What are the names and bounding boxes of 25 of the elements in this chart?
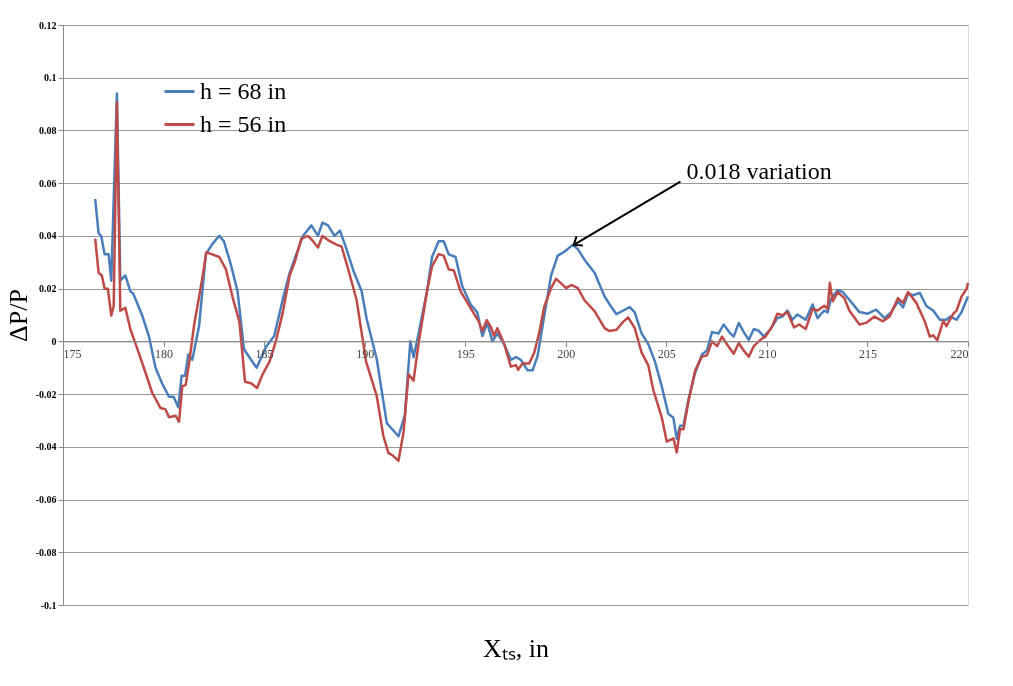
y-tick-label: 0 [51,335,57,347]
y-tick-label: -0.08 [35,546,57,558]
x-tick-label: 195 [456,346,475,361]
x-tick-label: 200 [557,346,576,361]
x-tick-label: 220 [950,346,969,361]
x-tick-label: 215 [858,346,877,361]
y-tick-label: -0.04 [35,441,57,453]
y-tick-label: 0.12 [39,19,57,31]
y-tick-label: -0.06 [35,494,57,506]
y-tick-label: 0.04 [39,230,57,242]
x-tick-label: 175 [63,346,82,361]
y-axis-title: ΔP/P [3,289,33,342]
annotation: 0.018 variation [686,157,832,184]
x-tick-label: 180 [155,346,174,361]
y-tick-label: -0.02 [35,388,57,400]
legend-label: h = 68 in [200,77,287,104]
y-tick-label: 0.08 [39,124,57,136]
y-tick-label: -0.1 [40,599,57,611]
x-tick-label: 205 [657,346,676,361]
x-axis-title: Xₜₛ, in [483,633,549,663]
x-tick-label: 210 [758,346,777,361]
y-tick-label: 0.1 [44,72,57,84]
y-tick-label: 0.06 [39,177,57,189]
y-tick-label: 0.02 [39,283,57,295]
legend-label: h = 56 in [200,110,287,137]
